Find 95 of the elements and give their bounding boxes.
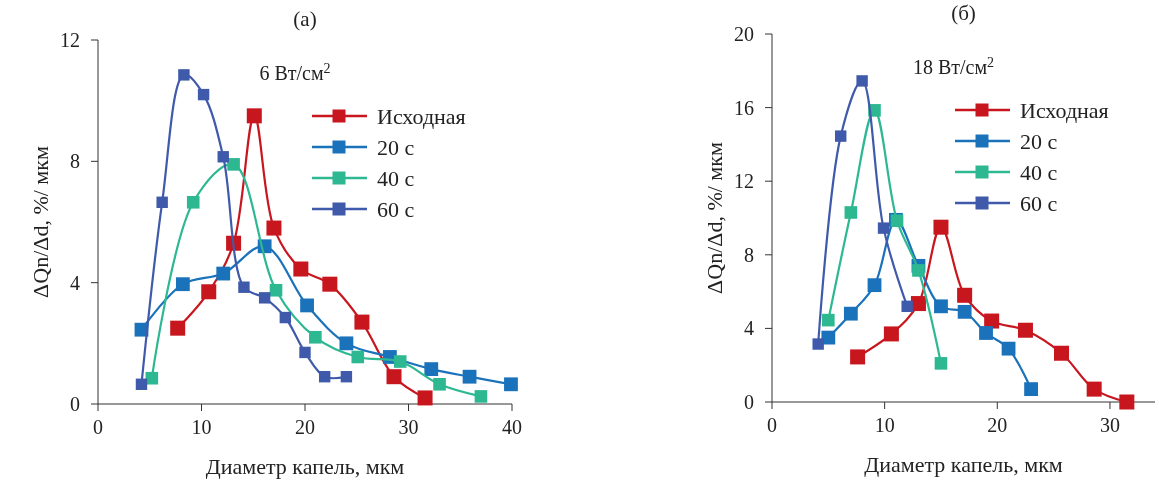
legend-label: 20 с <box>1020 128 1058 154</box>
point <box>1086 381 1102 397</box>
x-axis-title: Диаметр капель, мкм <box>205 454 405 479</box>
x-tick-label: 10 <box>191 416 212 438</box>
point <box>1119 394 1135 410</box>
point <box>175 277 190 292</box>
x-tick-label: 20 <box>987 414 1008 436</box>
point <box>1001 341 1016 356</box>
y-tick-label: 0 <box>70 393 80 415</box>
point <box>227 158 240 171</box>
point <box>279 311 292 324</box>
point <box>266 220 282 236</box>
point <box>933 219 949 235</box>
point <box>354 314 370 330</box>
point <box>156 196 168 208</box>
y-axis-title: ΔQn/Δd, %/ мкм <box>702 142 727 294</box>
x-axis-title: Диаметр капель, мкм <box>864 452 1063 477</box>
legend-label: 40 с <box>1020 159 1058 185</box>
x-tick-label: 40 <box>502 416 522 438</box>
point <box>901 300 913 313</box>
point <box>135 378 148 390</box>
y-tick-label: 20 <box>734 23 754 45</box>
point <box>883 326 899 342</box>
point <box>424 362 439 377</box>
point <box>238 281 250 293</box>
point <box>856 75 868 87</box>
point <box>877 222 890 234</box>
point <box>246 108 262 124</box>
point <box>957 287 973 303</box>
point <box>504 377 518 392</box>
point <box>812 338 824 350</box>
point <box>474 390 488 403</box>
point <box>822 313 835 327</box>
point <box>170 320 186 336</box>
point <box>201 284 217 300</box>
point <box>417 390 433 406</box>
point <box>309 330 322 344</box>
point <box>178 69 190 81</box>
point <box>322 276 338 292</box>
point <box>912 264 925 277</box>
point <box>843 306 858 321</box>
legend-label: 60 с <box>1020 190 1058 216</box>
point <box>850 349 866 365</box>
x-tick-label: 0 <box>767 414 777 436</box>
point <box>934 357 948 370</box>
point <box>351 350 365 364</box>
point <box>835 130 847 142</box>
x-tick-label: 0 <box>93 416 103 438</box>
point <box>979 326 993 340</box>
x-tick-label: 20 <box>295 416 315 438</box>
point <box>339 336 354 351</box>
legend-label: 60 с <box>377 196 415 222</box>
point <box>957 304 972 319</box>
point <box>1054 345 1069 361</box>
point <box>462 369 477 384</box>
chart-title: (а) <box>293 7 317 31</box>
y-tick-label: 12 <box>734 170 754 193</box>
point <box>145 371 159 385</box>
y-tick-label: 12 <box>60 29 80 51</box>
text: 18 Вт/см$^{2}$ <box>912 54 995 78</box>
point <box>318 371 331 383</box>
y-tick-label: 8 <box>744 243 754 266</box>
y-tick-label: 4 <box>70 271 80 294</box>
text: 6 Вт/см$^{2}$ <box>259 60 331 84</box>
y-tick-label: 4 <box>744 317 754 340</box>
point <box>197 88 210 101</box>
point <box>386 369 402 385</box>
point <box>216 266 231 281</box>
point <box>299 346 311 359</box>
x-tick-label: 30 <box>398 416 419 438</box>
point <box>269 283 283 297</box>
y-axis-title: ΔQn/Δd, %/ мкм <box>28 146 53 298</box>
point <box>293 261 309 277</box>
legend-label: 40 с <box>377 165 415 191</box>
y-tick-label: 16 <box>734 96 754 119</box>
legend-label: Исходная <box>1020 97 1109 123</box>
point <box>300 298 314 313</box>
point <box>393 355 407 368</box>
point <box>934 299 948 314</box>
point <box>1024 382 1038 397</box>
legend-label: 20 с <box>377 134 415 160</box>
point <box>1017 322 1033 338</box>
x-tick-label: 10 <box>874 414 895 436</box>
point <box>867 278 882 293</box>
point <box>433 377 446 391</box>
y-tick-label: 0 <box>744 391 754 413</box>
x-tick-label: 30 <box>1099 414 1120 436</box>
legend-label: Исходная <box>377 103 466 129</box>
point <box>844 206 858 219</box>
point <box>217 151 229 163</box>
point <box>340 371 353 383</box>
chart-title: (б) <box>951 1 976 25</box>
y-tick-label: 8 <box>70 150 80 173</box>
point <box>186 195 200 209</box>
point <box>258 292 271 304</box>
